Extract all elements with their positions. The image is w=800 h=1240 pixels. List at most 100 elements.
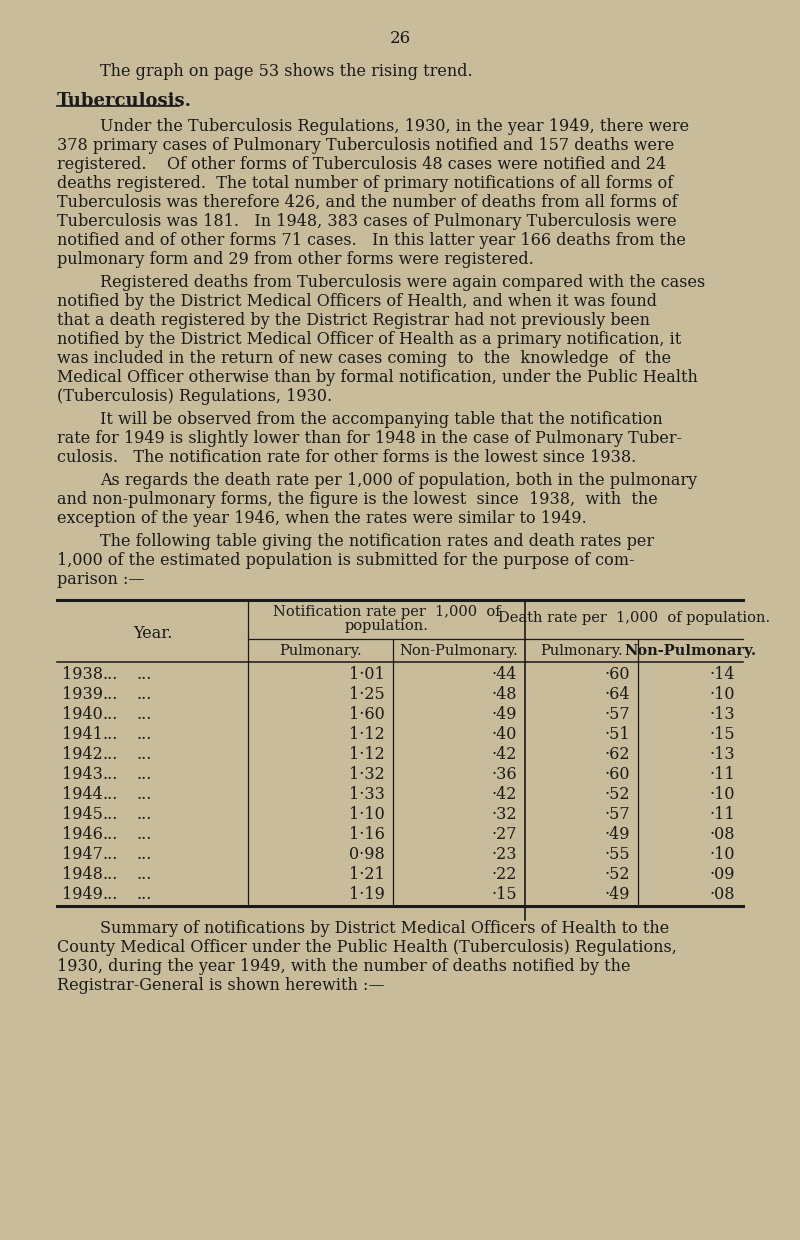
Text: ·22: ·22 — [492, 866, 517, 883]
Text: ...: ... — [102, 706, 118, 723]
Text: Non-Pulmonary.: Non-Pulmonary. — [400, 644, 518, 658]
Text: pulmonary form and 29 from other forms were registered.: pulmonary form and 29 from other forms w… — [57, 250, 534, 268]
Text: notified and of other forms 71 cases.   In this latter year 166 deaths from the: notified and of other forms 71 cases. In… — [57, 232, 686, 249]
Text: culosis.   The notification rate for other forms is the lowest since 1938.: culosis. The notification rate for other… — [57, 449, 636, 466]
Text: 1941: 1941 — [62, 725, 103, 743]
Text: ·64: ·64 — [605, 686, 630, 703]
Text: ...: ... — [102, 686, 118, 703]
Text: ...: ... — [102, 746, 118, 763]
Text: ·11: ·11 — [710, 766, 735, 782]
Text: 1·32: 1·32 — [350, 766, 385, 782]
Text: As regards the death rate per 1,000 of population, both in the pulmonary: As regards the death rate per 1,000 of p… — [100, 472, 697, 489]
Text: 1945: 1945 — [62, 806, 103, 823]
Text: 1940: 1940 — [62, 706, 102, 723]
Text: ·51: ·51 — [604, 725, 630, 743]
Text: ·09: ·09 — [710, 866, 735, 883]
Text: ...: ... — [102, 766, 118, 782]
Text: ·57: ·57 — [604, 706, 630, 723]
Text: 1·01: 1·01 — [350, 666, 385, 683]
Text: 1·19: 1·19 — [349, 887, 385, 903]
Text: ·52: ·52 — [605, 786, 630, 804]
Text: exception of the year 1946, when the rates were similar to 1949.: exception of the year 1946, when the rat… — [57, 510, 586, 527]
Text: ...: ... — [102, 887, 118, 903]
Text: ...: ... — [102, 866, 118, 883]
Text: ...: ... — [102, 806, 118, 823]
Text: ...: ... — [102, 666, 118, 683]
Text: ·14: ·14 — [710, 666, 735, 683]
Text: 1946: 1946 — [62, 826, 103, 843]
Text: ·55: ·55 — [604, 846, 630, 863]
Text: ...: ... — [137, 887, 152, 903]
Text: ...: ... — [137, 766, 152, 782]
Text: ...: ... — [102, 846, 118, 863]
Text: rate for 1949 is slightly lower than for 1948 in the case of Pulmonary Tuber-: rate for 1949 is slightly lower than for… — [57, 430, 682, 446]
Text: 1930, during the year 1949, with the number of deaths notified by the: 1930, during the year 1949, with the num… — [57, 959, 630, 975]
Text: ·44: ·44 — [492, 666, 517, 683]
Text: ·40: ·40 — [492, 725, 517, 743]
Text: ·32: ·32 — [491, 806, 517, 823]
Text: notified by the District Medical Officer of Health as a primary notification, it: notified by the District Medical Officer… — [57, 331, 682, 348]
Text: 1943: 1943 — [62, 766, 103, 782]
Text: ...: ... — [137, 706, 152, 723]
Text: ...: ... — [137, 746, 152, 763]
Text: 1944: 1944 — [62, 786, 102, 804]
Text: ...: ... — [137, 725, 152, 743]
Text: 1,000 of the estimated population is submitted for the purpose of com-: 1,000 of the estimated population is sub… — [57, 552, 634, 569]
Text: ·15: ·15 — [491, 887, 517, 903]
Text: ...: ... — [137, 826, 152, 843]
Text: ·57: ·57 — [604, 806, 630, 823]
Text: 1947: 1947 — [62, 846, 103, 863]
Text: Summary of notifications by District Medical Officers of Health to the: Summary of notifications by District Med… — [100, 920, 670, 937]
Text: It will be observed from the accompanying table that the notification: It will be observed from the accompanyin… — [100, 410, 662, 428]
Text: Tuberculosis was 181.   In 1948, 383 cases of Pulmonary Tuberculosis were: Tuberculosis was 181. In 1948, 383 cases… — [57, 213, 677, 229]
Text: ·10: ·10 — [710, 786, 735, 804]
Text: ·60: ·60 — [605, 666, 630, 683]
Text: Medical Officer otherwise than by formal notification, under the Public Health: Medical Officer otherwise than by formal… — [57, 370, 698, 386]
Text: 26: 26 — [390, 30, 410, 47]
Text: Notification rate per  1,000  of: Notification rate per 1,000 of — [273, 605, 500, 619]
Text: 1·25: 1·25 — [350, 686, 385, 703]
Text: ·27: ·27 — [491, 826, 517, 843]
Text: 1·33: 1·33 — [349, 786, 385, 804]
Text: Non-Pulmonary.: Non-Pulmonary. — [625, 644, 757, 658]
Text: ·42: ·42 — [492, 746, 517, 763]
Text: ·48: ·48 — [491, 686, 517, 703]
Text: Pulmonary.: Pulmonary. — [540, 644, 623, 658]
Text: deaths registered.  The total number of primary notifications of all forms of: deaths registered. The total number of p… — [57, 175, 674, 192]
Text: 1·16: 1·16 — [349, 826, 385, 843]
Text: ·42: ·42 — [492, 786, 517, 804]
Text: 1939: 1939 — [62, 686, 103, 703]
Text: 1948: 1948 — [62, 866, 103, 883]
Text: was included in the return of new cases coming  to  the  knowledge  of  the: was included in the return of new cases … — [57, 350, 671, 367]
Text: ·23: ·23 — [491, 846, 517, 863]
Text: ·49: ·49 — [605, 826, 630, 843]
Text: Year.: Year. — [133, 625, 172, 642]
Text: ·49: ·49 — [491, 706, 517, 723]
Text: ...: ... — [137, 686, 152, 703]
Text: ·13: ·13 — [710, 706, 735, 723]
Text: ·62: ·62 — [605, 746, 630, 763]
Text: ·11: ·11 — [710, 806, 735, 823]
Text: Registered deaths from Tuberculosis were again compared with the cases: Registered deaths from Tuberculosis were… — [100, 274, 706, 291]
Text: ·15: ·15 — [710, 725, 735, 743]
Text: ·10: ·10 — [710, 686, 735, 703]
Text: Pulmonary.: Pulmonary. — [279, 644, 362, 658]
Text: ·08: ·08 — [710, 887, 735, 903]
Text: ...: ... — [137, 786, 152, 804]
Text: parison :—: parison :— — [57, 570, 145, 588]
Text: Tuberculosis was therefore 426, and the number of deaths from all forms of: Tuberculosis was therefore 426, and the … — [57, 193, 678, 211]
Text: that a death registered by the District Registrar had not previously been: that a death registered by the District … — [57, 312, 650, 329]
Text: ·13: ·13 — [710, 746, 735, 763]
Text: 0·98: 0·98 — [350, 846, 385, 863]
Text: population.: population. — [345, 619, 429, 632]
Text: 378 primary cases of Pulmonary Tuberculosis notified and 157 deaths were: 378 primary cases of Pulmonary Tuberculo… — [57, 136, 674, 154]
Text: 1·21: 1·21 — [350, 866, 385, 883]
Text: ...: ... — [102, 786, 118, 804]
Text: ...: ... — [137, 846, 152, 863]
Text: ·10: ·10 — [710, 846, 735, 863]
Text: ·60: ·60 — [605, 766, 630, 782]
Text: 1·12: 1·12 — [350, 725, 385, 743]
Text: 1938: 1938 — [62, 666, 103, 683]
Text: Under the Tuberculosis Regulations, 1930, in the year 1949, there were: Under the Tuberculosis Regulations, 1930… — [100, 118, 689, 135]
Text: 1·60: 1·60 — [350, 706, 385, 723]
